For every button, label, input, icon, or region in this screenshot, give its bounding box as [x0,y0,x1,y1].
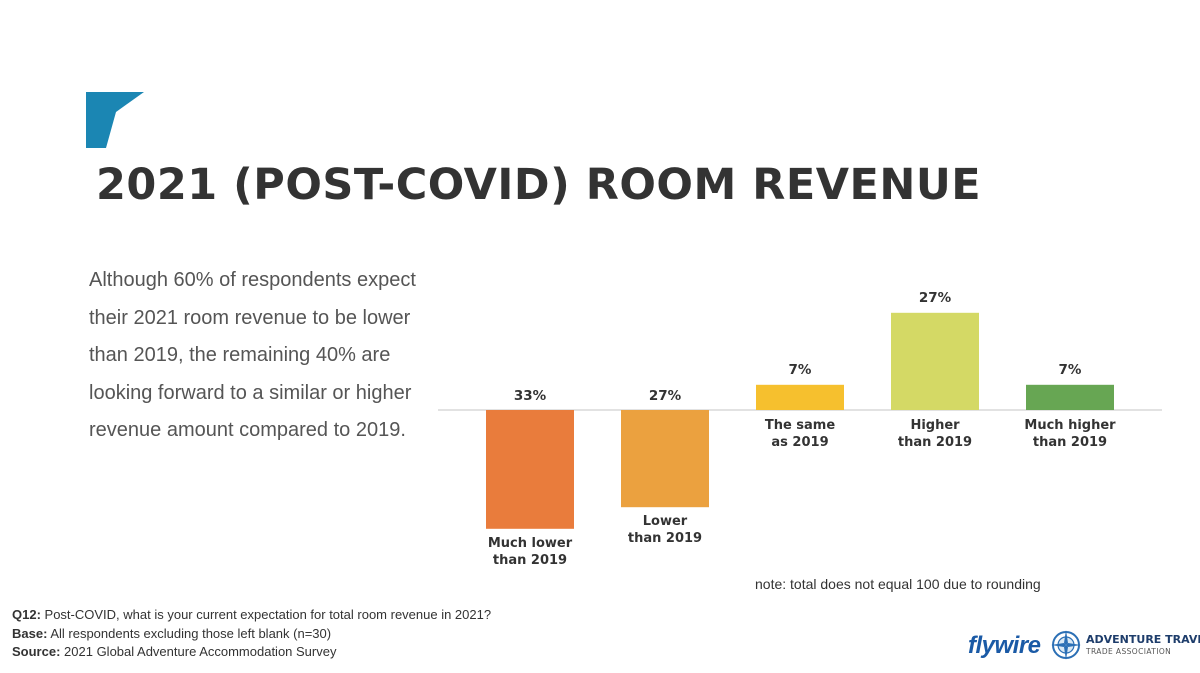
category-label-4: than 2019 [898,435,972,450]
summary-paragraph: Although 60% of respondents expect their… [89,269,416,441]
slide-title: 2021 (POST-COVID) ROOM REVENUE [96,160,982,210]
corner-accent-mark [86,92,144,148]
flywire-logo: flywire [968,632,1041,659]
rounding-note: note: total does not equal 100 due to ro… [755,576,1041,592]
category-label-4: Higher [910,418,960,433]
compass-globe-icon [1051,630,1081,660]
bar-2 [621,410,709,508]
bar-5 [1026,384,1114,410]
category-label-2: than 2019 [628,531,702,546]
question-footnote: Q12: Post-COVID, what is your current ex… [12,607,492,622]
category-label-1: than 2019 [493,553,567,568]
value-label-1: 33% [514,388,547,404]
category-label-3: The same [765,418,836,433]
source-footnote: Source: 2021 Global Adventure Accommodat… [12,644,337,659]
category-label-5: Much higher [1024,418,1116,433]
value-label-2: 27% [649,388,682,404]
partner-logos: flywire ADVENTURE TRAVEL TRADE ASSOCIATI… [968,628,1200,664]
category-label-5: than 2019 [1033,435,1107,450]
bar-3 [756,384,844,410]
category-label-3: as 2019 [771,435,828,450]
value-label-4: 27% [919,290,952,306]
category-label-2: Lower [643,514,688,529]
atta-logo-name: ADVENTURE TRAVEL [1086,633,1200,646]
revenue-expectation-bar-chart: 33% Much lower than 2019 27% Lower than 2019 7… [438,290,1162,568]
atta-logo-subtitle: TRADE ASSOCIATION [1086,647,1172,656]
bar-1 [486,410,574,529]
value-label-3: 7% [789,362,812,378]
footnotes: Q12: Post-COVID, what is your current ex… [12,606,491,662]
value-label-5: 7% [1059,362,1082,378]
base-footnote: Base: All respondents excluding those le… [12,625,332,641]
bar-4 [891,312,979,410]
category-label-1: Much lower [488,536,573,551]
